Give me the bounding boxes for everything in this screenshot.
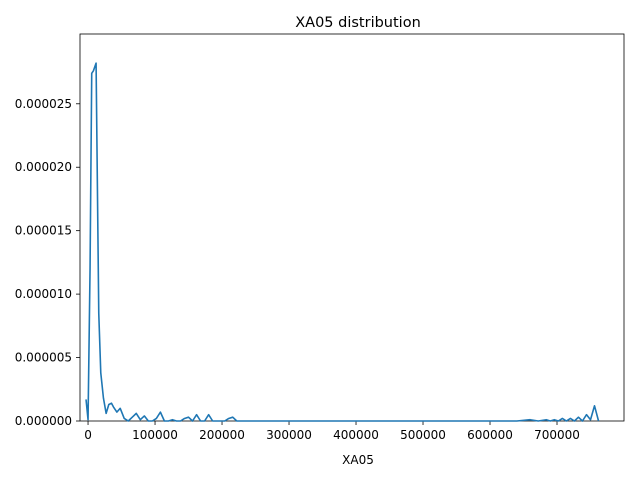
x-tick-label: 500000 xyxy=(400,428,446,442)
y-tick-label: 0.000025 xyxy=(15,97,72,111)
plot-area xyxy=(79,33,625,422)
y-tick-label: 0.000020 xyxy=(15,160,72,174)
series-group xyxy=(85,62,600,422)
x-axis-label: XA05 xyxy=(342,453,374,467)
x-tick-label: 700000 xyxy=(534,428,580,442)
y-tick-label: 0.000005 xyxy=(15,351,72,365)
y-tick-label: 0.000010 xyxy=(15,287,72,301)
x-tick-label: 300000 xyxy=(266,428,312,442)
x-tick-label: 100000 xyxy=(132,428,178,442)
axes-frame xyxy=(79,33,625,422)
x-axis: 0 100000 200000 300000 400000 500000 600000 700… xyxy=(84,421,580,442)
x-tick-label: 200000 xyxy=(199,428,245,442)
x-tick-label: 400000 xyxy=(333,428,379,442)
chart-title: XA05 distribution xyxy=(295,15,421,31)
density-line xyxy=(85,62,600,422)
y-tick-label: 0.000000 xyxy=(15,414,72,428)
y-axis: 0.000000 0.000005 0.000010 0.000015 0.000020… xyxy=(15,97,80,428)
y-tick-label: 0.000015 xyxy=(15,224,72,238)
x-tick-label: 0 xyxy=(84,428,92,442)
x-tick-label: 600000 xyxy=(467,428,513,442)
